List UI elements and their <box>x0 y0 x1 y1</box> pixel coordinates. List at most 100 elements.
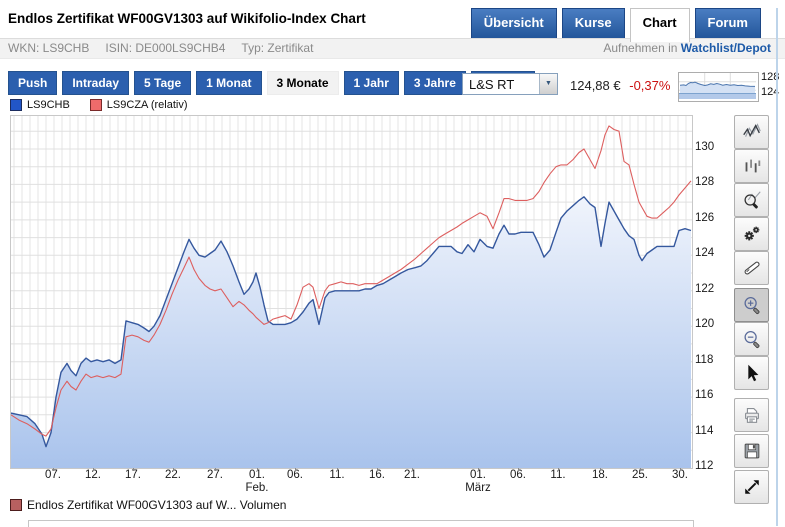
tool-button-chart-type[interactable] <box>734 115 769 149</box>
x-axis-tick-mark <box>133 468 134 471</box>
x-axis-tick-label: 18. <box>592 469 608 481</box>
period-button-intraday[interactable]: Intraday <box>62 71 130 95</box>
fullscreen-icon <box>741 476 763 498</box>
page-title: Endlos Zertifikat WF00GV1303 auf Wikifol… <box>8 11 366 26</box>
sparkline-icon <box>679 73 756 99</box>
chart-legend: LS9CHB LS9CZA (relativ) <box>10 99 208 111</box>
zoom-out-icon <box>741 328 763 350</box>
volume-legend: Endlos Zertifikat WF00GV1303 auf W... Vo… <box>10 498 286 512</box>
tool-button-settings-gears[interactable] <box>734 217 769 251</box>
watchlist-depot-link[interactable]: Watchlist/Depot <box>680 41 771 55</box>
legend-swatch <box>89 99 102 111</box>
x-axis-tick-label: 30. <box>672 469 688 481</box>
period-button-3-jahre[interactable]: 3 Jahre <box>403 71 466 95</box>
x-axis-tick-mark <box>478 468 479 471</box>
x-axis-tick-label: 06. <box>287 469 303 481</box>
y-axis-tick-label: 114 <box>695 424 714 437</box>
tab-übersicht[interactable]: Übersicht <box>470 8 557 42</box>
y-axis-tick-label: 124 <box>695 247 715 260</box>
feed-select-value: L&S RT <box>469 77 515 92</box>
x-axis-tick-label: 07. <box>45 469 61 481</box>
info-item: WKN: LS9CHB <box>8 41 90 55</box>
instrument-info: WKN: LS9CHB ISIN: DE000LS9CHB4 Typ: Zertif… <box>8 39 329 58</box>
quote-display: 124,88 € -0,37% <box>570 78 670 93</box>
legend-item: LS9CHB <box>10 99 70 111</box>
tool-button-zoom-out[interactable] <box>734 322 769 356</box>
x-axis-tick-mark <box>558 468 559 471</box>
volume-legend-swatch <box>10 499 22 511</box>
tool-button-cursor-select[interactable] <box>734 356 769 390</box>
indicator-search-icon <box>741 189 763 211</box>
price-value: 124,88 € <box>570 78 621 93</box>
tool-button-fullscreen[interactable] <box>734 470 769 504</box>
volume-panel <box>28 520 694 527</box>
x-axis-tick-label: 17. <box>125 469 141 481</box>
y-axis-tick-label: 118 <box>695 353 714 366</box>
x-axis-month-label: März <box>465 482 491 494</box>
x-axis-tick-label: 11. <box>329 469 345 481</box>
period-button-5-tage[interactable]: 5 Tage <box>134 71 192 95</box>
spark-high-label: 128 <box>761 71 780 83</box>
x-axis-tick-label: 06. <box>510 469 526 481</box>
chart-type-icon <box>741 121 763 143</box>
x-axis-tick-mark <box>640 468 641 471</box>
x-axis-tick-mark <box>680 468 681 471</box>
x-axis-tick-label: 12. <box>85 469 101 481</box>
tool-button-save[interactable] <box>734 434 769 468</box>
legend-label: LS9CHB <box>27 99 70 111</box>
x-axis-tick-mark <box>518 468 519 471</box>
volume-bars-icon <box>741 155 763 177</box>
chart-canvas[interactable] <box>10 116 692 469</box>
x-axis-tick-label: 01. <box>249 469 265 481</box>
y-axis-tick-label: 130 <box>695 141 715 153</box>
chevron-down-icon[interactable]: ▼ <box>539 74 557 94</box>
x-axis-tick-mark <box>257 468 258 471</box>
x-axis-tick-label: 27. <box>207 469 223 481</box>
info-item: Typ: Zertifikat <box>241 41 314 55</box>
save-icon <box>741 440 763 462</box>
tool-button-print[interactable] <box>734 398 769 432</box>
tool-button-trendline-draw[interactable] <box>734 251 769 285</box>
x-axis-tick-label: 11. <box>550 469 566 481</box>
y-axis-tick-label: 120 <box>695 318 715 331</box>
x-axis-tick-mark <box>600 468 601 471</box>
spark-low-label: 124 <box>761 86 780 98</box>
price-change: -0,37% <box>629 78 671 93</box>
tool-button-indicator-search[interactable] <box>734 183 769 217</box>
x-axis-tick-mark <box>377 468 378 471</box>
tab-kurse[interactable]: Kurse <box>561 8 625 42</box>
period-button-1-jahr[interactable]: 1 Jahr <box>343 71 399 95</box>
period-buttons: Push Intraday 5 Tage 1 Monat 3 Monate 1 Jahr 3… <box>8 71 540 95</box>
x-axis-tick-label: 21. <box>404 469 420 481</box>
tool-button-zoom-in[interactable] <box>734 288 769 322</box>
tool-button-volume-bars[interactable] <box>734 149 769 183</box>
cursor-select-icon <box>741 362 763 384</box>
x-axis-tick-mark <box>412 468 413 471</box>
trendline-draw-icon <box>741 257 763 279</box>
x-axis-tick-mark <box>337 468 338 471</box>
tab-forum[interactable]: Forum <box>694 8 761 42</box>
legend-swatch <box>10 99 22 111</box>
tab-chart[interactable]: Chart <box>629 8 690 42</box>
period-button-1-monat[interactable]: 1 Monat <box>196 71 262 95</box>
x-axis-tick-mark <box>295 468 296 471</box>
period-button-3-monate[interactable]: 3 Monate <box>266 71 339 95</box>
print-icon <box>741 404 763 426</box>
watchlist-prefix: Aufnehmen in <box>603 41 678 55</box>
volume-legend-label: Endlos Zertifikat WF00GV1303 auf W... Vo… <box>27 498 287 512</box>
y-axis-tick-label: 128 <box>695 176 715 189</box>
x-axis-month-label: Feb. <box>245 482 269 494</box>
period-button-push[interactable]: Push <box>8 71 58 95</box>
settings-gears-icon <box>741 223 763 245</box>
x-axis-tick-label: 25. <box>632 469 648 481</box>
x-axis-tick-mark <box>93 468 94 471</box>
feed-select[interactable]: L&S RT ▼ <box>462 73 558 95</box>
instrument-infobar: WKN: LS9CHB ISIN: DE000LS9CHB4 Typ: Zertif… <box>0 38 785 59</box>
watchlist-row: Aufnehmen in Watchlist/Depot <box>603 39 771 58</box>
zoom-in-icon <box>741 294 763 316</box>
legend-label: LS9CZA (relativ) <box>106 99 188 111</box>
x-axis-tick-mark <box>53 468 54 471</box>
info-item: ISIN: DE000LS9CHB4 <box>105 41 226 55</box>
x-axis-tick-mark <box>215 468 216 471</box>
chart-plot-area[interactable] <box>10 115 693 469</box>
